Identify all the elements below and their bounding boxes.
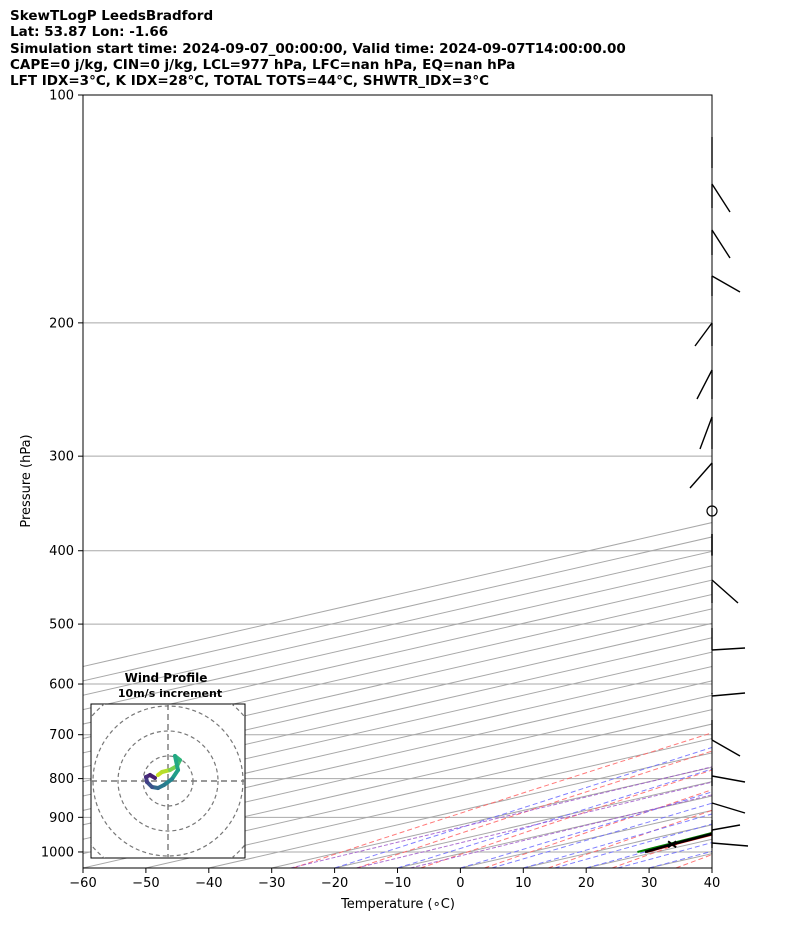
isotherm-line [83,665,712,811]
y-tick-label: 600 [49,678,74,693]
isotherm-line [83,680,712,826]
temperature-line [646,833,712,853]
moist-adiabat-line [460,791,712,868]
x-tick-label: 40 [704,876,721,891]
isotherm-line [83,651,712,797]
x-tick-label: 30 [641,876,658,891]
dry-adiabat-line [356,750,712,868]
wind-barb [694,322,713,347]
dry-adiabat-line [548,809,712,868]
wind-barb [711,183,731,213]
x-tick-label: −40 [195,876,222,891]
convective-indices: CAPE=0 j/kg, CIN=0 j/kg, LCL=977 hPa, LF… [10,56,516,73]
dry-adiabat-line [740,95,794,868]
isotherm-line [523,824,712,868]
axes: −60 −50 −40 −30 −20 −10 0 10 20 30 40 100 200 300 400 5… [41,89,720,892]
isotherm-line [83,709,712,855]
y-tick-label: 300 [49,450,74,465]
calm-wind-marker [706,505,718,517]
isotherm-line [208,752,712,868]
wind-barb [711,647,746,651]
y-tick-label: 200 [49,316,74,331]
y-tick-label: 1000 [41,845,74,860]
dewpoint-line [637,831,712,853]
moist-adiabat-line [648,850,712,868]
isotherm-line [271,766,712,868]
wind-barb [711,275,741,293]
x-tick-label: 10 [515,876,532,891]
dry-adiabat-line [484,789,712,868]
wind-barb [696,369,713,400]
wind-barb [711,775,746,783]
cape-cin-shading [645,833,712,852]
x-tick-label: −20 [321,876,348,891]
moist-adiabat-line [617,842,712,868]
station-title: SkewTLogP LeedsBradford [10,8,214,24]
isotherm-line [83,723,712,868]
isotherm-line [83,694,712,840]
isotherm-line [775,95,794,868]
hodograph: Wind Profile 10m/s increment [90,671,246,859]
moist-adiabat-line [397,768,712,868]
isotherm-line [397,795,712,868]
x-tick-label: −60 [69,876,96,891]
wind-barb [711,692,746,697]
lcl-marker [667,840,677,849]
wind-barb [711,824,741,831]
cin-shading-area [645,833,712,852]
y-tick-label: 100 [49,89,74,104]
x-tick-label: −30 [258,876,285,891]
x-tick-label: −50 [132,876,159,891]
isotherm-line [711,867,712,868]
stability-indices: LFT IDX=3°C, K IDX=28°C, TOTAL TOTS=44°C… [10,73,490,90]
wind-barb [711,802,746,814]
moist-adiabat-line [586,833,712,868]
dry-adiabat-line [420,769,712,868]
isotherm-line [460,809,712,868]
simulation-times: Simulation start time: 2024-09-07_00:00:… [10,40,626,57]
x-tick-label: 0 [456,876,464,891]
x-tick-label: −10 [384,876,411,891]
chart-header: SkewTLogP LeedsBradford Lat: 53.87 Lon: … [10,8,626,89]
hodograph-ring [117,730,219,832]
y-tick-label: 900 [49,811,74,826]
mixing-ratio-line [356,781,712,868]
wind-barb [711,842,749,847]
y-tick-label: 800 [49,772,74,787]
y-axis-label: Pressure (hPa) [19,434,34,527]
profile-lines [637,831,712,854]
dry-adiabat-line [675,854,712,868]
wind-barb [699,416,713,450]
x-axis-label: Temperature (∘C) [340,897,455,912]
isotherm-line [586,838,712,868]
y-tick-label: 500 [49,618,74,633]
y-tick-label: 700 [49,728,74,743]
hodograph-title: Wind Profile [125,671,208,685]
hodograph-subtitle: 10m/s increment [118,687,222,700]
wind-barbs [689,137,749,848]
moist-adiabat-line [523,813,712,868]
lat-lon: Lat: 53.87 Lon: -1.66 [10,24,169,41]
hodograph-segment [148,773,157,780]
dry-adiabat-line [293,732,712,868]
isotherm-line [334,781,712,868]
wind-barb [711,579,739,604]
wind-barb [711,739,741,757]
moist-adiabat-line [491,802,712,868]
moist-adiabat-line [334,746,712,868]
hodograph-segment [173,754,180,772]
hodograph-trace [144,754,182,790]
wind-barb [711,229,731,259]
wind-barb [689,462,713,489]
dry-adiabat-line [611,831,712,868]
isotherm-line [648,853,712,868]
x-tick-label: 20 [578,876,595,891]
mixing-ratio-line [290,766,712,868]
y-tick-label: 400 [49,544,74,559]
isotherm-line [83,637,712,783]
hodograph-rings [91,704,245,858]
isotherm-line [145,737,712,868]
parcel-line [644,832,712,854]
